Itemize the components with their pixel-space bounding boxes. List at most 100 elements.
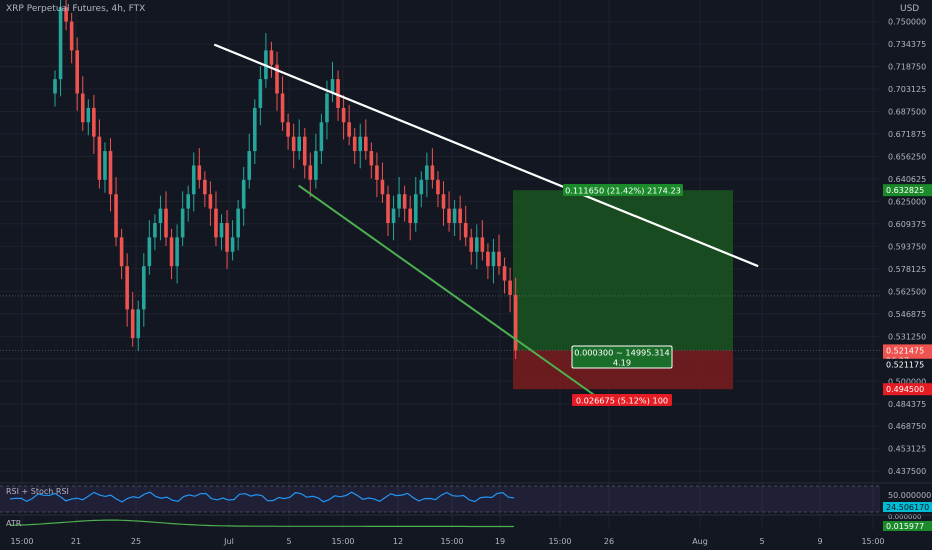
price-tick: 0.546875 — [888, 310, 926, 319]
price-tick: 0.437500 — [888, 467, 926, 476]
candle-body — [347, 122, 351, 137]
candlestick-series — [53, 0, 518, 359]
candle-body — [513, 294, 518, 351]
atr-label: ATR — [6, 519, 22, 528]
candle-body — [291, 136, 296, 152]
candle-body — [469, 237, 474, 252]
candle-body — [430, 165, 435, 180]
currency-label: USD — [900, 4, 920, 14]
candle-body — [197, 165, 202, 180]
candle-body — [314, 151, 318, 180]
candle-body — [352, 136, 357, 152]
candle-body — [391, 208, 396, 224]
candle-body — [214, 208, 218, 238]
candle-body — [436, 179, 440, 195]
profit-label-bg — [563, 184, 683, 196]
position-zones — [0, 190, 880, 390]
candle-body — [153, 223, 157, 238]
candle-body — [480, 237, 485, 252]
candle-body — [491, 251, 496, 267]
candle-body — [125, 266, 129, 310]
candle-body — [463, 223, 468, 238]
candle-body — [475, 237, 479, 252]
upper-trendline — [213, 43, 759, 268]
time-tick: 5 — [759, 537, 764, 546]
time-tick: Jul — [223, 537, 234, 546]
time-tick: 12 — [393, 537, 403, 546]
profit-zone — [513, 190, 733, 351]
price-tick: 0.609375 — [888, 220, 926, 229]
current-price-tag-text: 0.521475 — [886, 346, 924, 355]
symbol-title: XRP Perpetual Futures, 4h, FTX — [6, 4, 146, 14]
loss-label-bg — [572, 394, 672, 406]
candle-body — [319, 122, 324, 152]
candle-body — [136, 309, 141, 339]
candle-body — [402, 194, 407, 209]
candle-body — [325, 93, 329, 123]
candle-body — [497, 251, 501, 267]
atr-value-tag: 0.015977 — [886, 522, 924, 531]
time-tick: 26 — [604, 537, 614, 546]
candle-body — [164, 208, 168, 238]
candle-body — [452, 208, 457, 224]
price-tick: 0.468750 — [888, 422, 926, 431]
candle-body — [75, 50, 79, 94]
candle-body — [147, 237, 152, 267]
time-tick: 9 — [817, 537, 822, 546]
candle-body — [286, 122, 290, 137]
candle-body — [208, 194, 213, 209]
candle-body — [302, 136, 307, 166]
target-price-tag-bg — [883, 184, 932, 197]
entry-label-text: 0.000300 ~ 14995.314 — [574, 348, 669, 358]
candle-body — [408, 208, 412, 224]
candle-body — [53, 79, 57, 94]
time-tick: 25 — [131, 537, 141, 546]
price-tick: 0.484375 — [888, 400, 926, 409]
price-tick: 0.734375 — [888, 40, 926, 49]
candle-body — [219, 223, 224, 238]
candle-body — [447, 208, 451, 224]
last-price-tag-bg — [883, 358, 932, 371]
candle-body — [341, 107, 346, 123]
candle-body — [269, 50, 274, 65]
time-axis[interactable]: 15:00 21 25 Jul 5 15:00 12 15:00 19 15:00 26 Aug 5 9 1… — [10, 537, 884, 546]
price-tick: 0.578125 — [888, 265, 926, 274]
candle-body — [413, 194, 418, 224]
price-tick: 0.750000 — [888, 18, 926, 27]
price-tick: 0.671875 — [888, 130, 926, 139]
candle-body — [441, 194, 446, 209]
candle-body — [92, 107, 96, 137]
stop-price-tag-text: 0.494500 — [886, 385, 924, 394]
chart-grid — [0, 0, 880, 530]
time-tick: 21 — [71, 537, 81, 546]
rsi-axis-value: 50.000000 — [888, 491, 931, 500]
candle-body — [169, 237, 174, 267]
candle-body — [225, 223, 229, 252]
target-price-tag: 0.632825 — [883, 184, 932, 197]
candle-body — [158, 208, 163, 224]
entry-label-text: 4.19 — [613, 358, 631, 368]
candle-body — [130, 309, 135, 339]
price-tick: 0.640625 — [888, 175, 926, 184]
loss-label: 0.026675 (5.12%) 100 — [572, 394, 672, 406]
candle-body — [502, 266, 507, 281]
atr-line — [9, 519, 514, 528]
loss-label-text: 0.026675 (5.12%) 100 — [576, 396, 668, 406]
price-tick: 0.656250 — [888, 152, 926, 161]
rsi-line — [9, 491, 515, 503]
time-tick: 5 — [286, 537, 291, 546]
price-tick: 0.453125 — [888, 445, 926, 454]
candle-body — [186, 194, 190, 209]
atr-panel: 0.015977 — [0, 514, 932, 531]
candle-body — [191, 165, 196, 195]
candle-body — [336, 79, 340, 108]
candle-body — [142, 266, 146, 310]
candle-body — [119, 237, 124, 267]
lower-trendline — [298, 184, 608, 405]
candle-body — [330, 79, 335, 94]
candle-body — [425, 165, 429, 180]
last-price-tag-text: 0.521175 — [886, 361, 924, 370]
price-axis[interactable]: 0.750000 0.734375 0.718750 0.703125 0.687500… — [883, 18, 932, 477]
